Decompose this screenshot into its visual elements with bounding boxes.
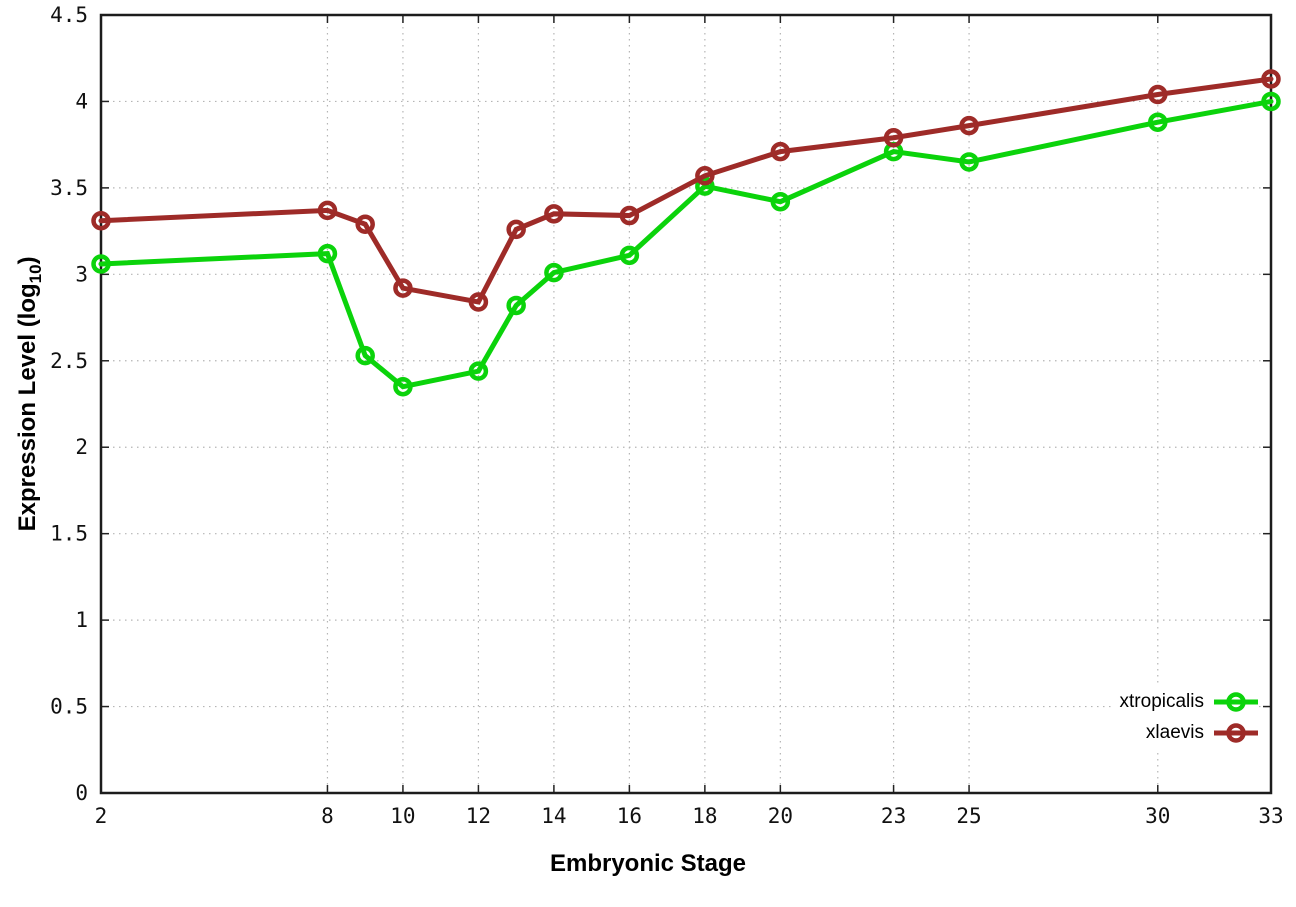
legend-entry-xlaevis: xlaevis [1120,717,1259,748]
y-axis-title-text: Expression Level (log [14,283,42,532]
y-tick-label: 3.5 [50,176,88,200]
data-point-xlaevis [1148,84,1168,105]
data-point-xtropicalis [544,262,564,283]
legend-entry-xtropicalis: xtropicalis [1120,686,1259,717]
data-point-xlaevis [695,166,715,186]
data-point-xlaevis [619,205,640,226]
data-point-xtropicalis [770,191,791,212]
data-point-xlaevis [770,141,791,162]
data-point-xtropicalis [1261,91,1281,112]
legend-label-xtropicalis: xtropicalis [1119,690,1204,712]
legend-sample-line-xtropicalis [1214,691,1258,712]
data-point-xlaevis [468,292,489,312]
data-point-xtropicalis [619,245,640,266]
legend: xtropicalis xlaevis [1111,684,1259,750]
x-tick-label: 16 [617,804,642,828]
x-tick-label: 8 [321,804,334,828]
y-tick-label: 1.5 [50,522,88,546]
x-tick-label: 33 [1258,804,1283,828]
data-point-xtropicalis [468,361,489,381]
data-point-xlaevis [1261,69,1281,89]
data-point-xlaevis [317,200,338,221]
x-axis-title: Embryonic Stage [549,850,747,877]
data-point-xlaevis [393,278,413,298]
data-point-xlaevis [883,128,904,148]
y-tick-label: 4.5 [50,3,88,27]
data-point-xtropicalis [1148,112,1168,132]
data-point-xlaevis [959,115,979,136]
x-tick-label: 2 [95,804,108,828]
y-axis-title-close: ) [14,256,42,265]
y-tick-label: 1 [75,608,88,632]
legend-marker-xtropicalis-icon [1226,691,1246,712]
x-tick-label: 30 [1145,804,1170,828]
data-point-xtropicalis [355,345,375,366]
x-tick-label: 14 [541,804,566,828]
y-tick-label: 4 [75,89,88,113]
series-line-xtropicalis [98,98,1274,390]
y-tick-label: 2 [75,435,88,459]
y-tick-label: 3 [75,262,88,286]
data-point-xtropicalis [506,295,526,316]
data-point-xlaevis [506,219,526,240]
data-point-xlaevis [544,204,564,224]
y-tick-label: 0.5 [50,695,88,719]
x-tick-label: 12 [466,804,491,828]
x-tick-label: 10 [390,804,415,828]
x-tick-label: 18 [692,804,717,828]
data-point-xtropicalis [695,176,715,196]
data-point-xtropicalis [393,376,413,397]
plot-border [99,13,1273,795]
y-axis-title: Expression Level (log10) [14,194,46,594]
y-axis-title-subscript: 10 [25,264,45,284]
y-tick-label: 0 [75,781,88,805]
data-point-xlaevis [355,214,375,234]
data-point-xtropicalis [317,243,338,264]
series-line-xlaevis [98,76,1274,305]
x-tick-label: 20 [768,804,793,828]
legend-marker-xlaevis-icon [1226,722,1246,743]
data-point-xlaevis [91,210,111,231]
data-point-xtropicalis [91,254,111,274]
x-tick-label: 23 [881,804,906,828]
legend-sample-line-xlaevis [1214,722,1258,743]
y-tick-label: 2.5 [50,349,88,373]
x-tick-label: 25 [956,804,981,828]
legend-label-xlaevis: xlaevis [1145,721,1204,743]
data-point-xtropicalis [959,152,979,172]
